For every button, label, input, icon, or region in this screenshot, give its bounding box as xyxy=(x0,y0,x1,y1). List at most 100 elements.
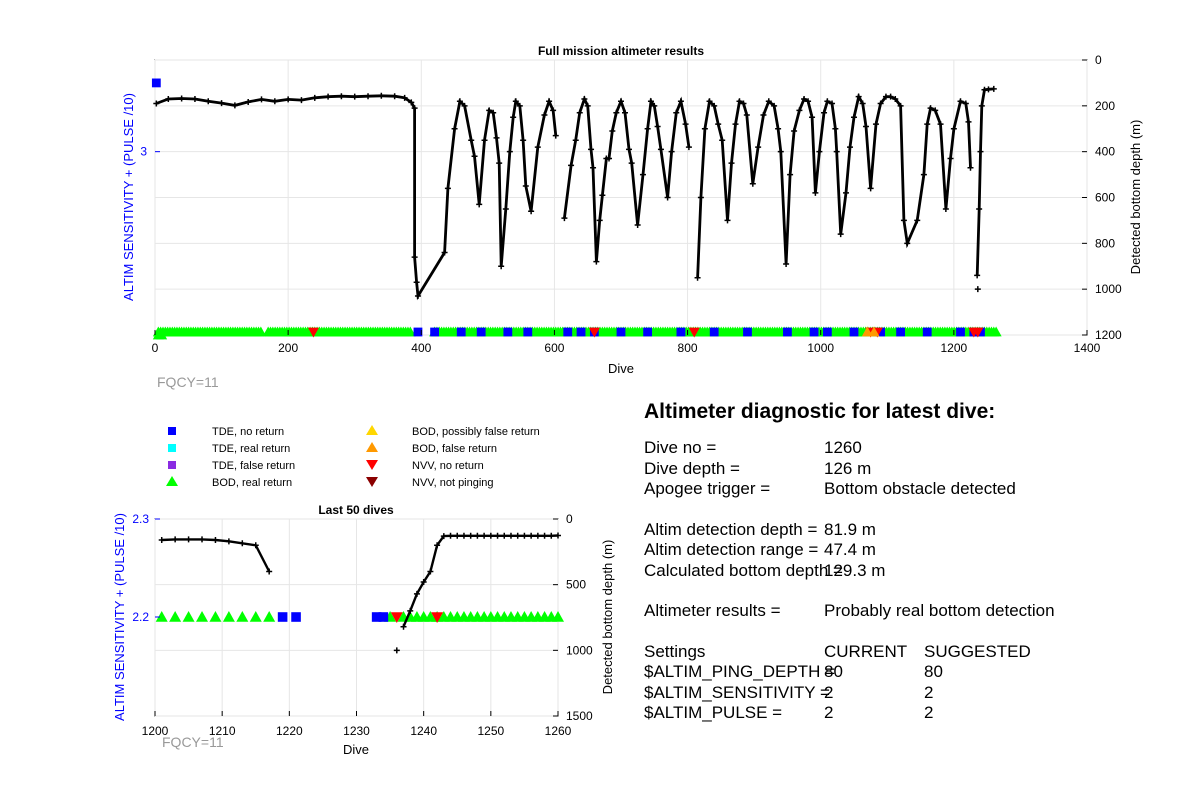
legend-label: BOD, false return xyxy=(412,443,497,455)
depth-point xyxy=(516,102,523,109)
depth-point xyxy=(897,102,904,109)
tde-no-return-marker xyxy=(563,327,573,337)
depth-point xyxy=(715,121,722,128)
depth-point xyxy=(783,260,790,267)
depth-point xyxy=(468,137,475,144)
depth-point xyxy=(904,240,911,247)
depth-point xyxy=(962,100,969,107)
depth-point xyxy=(618,98,624,105)
tde-no-return-marker xyxy=(956,327,965,337)
depth-point xyxy=(447,532,454,539)
y-tick-label: 3 xyxy=(140,145,147,159)
setting-name: $ALTIM_PING_DEPTH = xyxy=(644,662,835,681)
depth-point xyxy=(548,532,555,539)
last-x-label: Dive xyxy=(343,742,369,757)
x-tick-label: 1200 xyxy=(142,724,169,738)
depth-point xyxy=(440,533,447,540)
depth-point xyxy=(225,538,232,545)
depth-point xyxy=(787,171,794,178)
depth-point xyxy=(755,144,762,151)
y2-tick-label: 1500 xyxy=(566,709,593,723)
depth-point xyxy=(664,194,671,201)
last-depth-line xyxy=(158,532,561,654)
y2-tick-label: 0 xyxy=(566,512,573,526)
full-y-left-label: ALTIM SENSITIVITY + (PULSE /10) xyxy=(121,93,136,301)
depth-point xyxy=(697,194,704,201)
y2-tick-label: 500 xyxy=(566,578,586,592)
depth-point xyxy=(749,180,756,187)
tde-no-return-marker xyxy=(922,327,932,337)
tde-no-return-marker xyxy=(413,327,423,337)
legend-item-tde-real-return: TDE, real return xyxy=(168,443,290,455)
bod-real-return-marker xyxy=(156,329,168,340)
y2-tick-label: 800 xyxy=(1095,236,1115,250)
depth-point xyxy=(957,98,964,105)
depth-point xyxy=(420,579,427,586)
full-depth-line xyxy=(153,85,997,301)
depth-point xyxy=(520,137,527,144)
x-tick-label: 1210 xyxy=(209,724,236,738)
depth-point xyxy=(212,537,219,544)
tde-no-return-marker xyxy=(371,612,382,622)
depth-point xyxy=(510,114,517,121)
calc-bottom-value: 129.3 m xyxy=(824,560,886,580)
depth-point xyxy=(978,102,985,109)
last-y-ticks: 2.2 2.3 xyxy=(132,512,160,624)
depth-point xyxy=(985,86,992,93)
legend-item-bod-possibly-false: BOD, possibly false return xyxy=(366,425,540,438)
y-tick-label: 2.2 xyxy=(132,610,149,624)
depth-point xyxy=(467,532,474,539)
depth-point xyxy=(487,532,494,539)
depth-point xyxy=(862,123,869,130)
x-tick-label: 1200 xyxy=(941,341,968,355)
depth-point xyxy=(967,164,974,171)
apogee-row: Apogee trigger = Bottom obstacle detecte… xyxy=(644,479,1164,500)
x-tick-label: 200 xyxy=(278,341,298,355)
depth-point xyxy=(711,102,718,109)
setting-row: $ALTIM_PULSE = 2 2 xyxy=(644,703,1164,724)
depth-point xyxy=(743,112,750,118)
depth-point xyxy=(924,121,931,128)
full-mission-chart: 0 200 400 600 800 1000 1200 1400 02004006008001… xyxy=(121,44,1143,390)
depth-point xyxy=(724,217,731,224)
setting-suggested: 80 xyxy=(924,662,943,681)
depth-point xyxy=(682,121,689,128)
depth-point xyxy=(411,105,418,112)
tde-no-return-marker xyxy=(616,327,626,337)
legend-label: TDE, false return xyxy=(212,460,295,472)
depth-point xyxy=(414,293,421,300)
depth-point xyxy=(644,125,651,132)
depth-point xyxy=(172,536,179,543)
last-50-dives-chart: 1200 1210 1220 1230 1240 1250 1260 0 500 1000 150… xyxy=(112,503,615,757)
x-tick-label: 1240 xyxy=(410,724,437,738)
last-x-ticks: 1200 1210 1220 1230 1240 1250 1260 xyxy=(142,711,572,738)
depth-point xyxy=(521,532,528,539)
depth-point xyxy=(185,536,192,543)
depth-point xyxy=(271,98,278,105)
legend-item-tde-false-return: TDE, false return xyxy=(168,460,295,472)
depth-point xyxy=(588,146,595,153)
depth-point xyxy=(325,93,332,100)
tde-no-return-marker xyxy=(783,327,792,337)
depth-point xyxy=(914,217,921,224)
nvv-no-return-marker xyxy=(972,327,984,338)
setting-current: 2 xyxy=(824,703,834,722)
depth-point xyxy=(801,95,808,102)
depth-point xyxy=(950,125,957,132)
full-x-ticks: 0 200 400 600 800 1000 1200 1400 xyxy=(152,330,1101,355)
settings-label: Settings xyxy=(644,641,706,661)
depth-point xyxy=(974,272,981,279)
depth-point xyxy=(777,148,784,155)
depth-point xyxy=(872,121,879,128)
last-chart-title: Last 50 dives xyxy=(318,503,394,517)
depth-point xyxy=(158,537,165,544)
depth-point xyxy=(490,109,497,116)
depth-outlier-point xyxy=(974,286,981,293)
depth-point xyxy=(506,148,513,155)
depth-point xyxy=(191,95,198,102)
depth-point xyxy=(833,148,840,155)
depth-point xyxy=(740,100,747,107)
depth-point xyxy=(541,532,548,539)
x-tick-label: 1260 xyxy=(545,724,572,738)
y2-tick-label: 400 xyxy=(1095,145,1115,159)
